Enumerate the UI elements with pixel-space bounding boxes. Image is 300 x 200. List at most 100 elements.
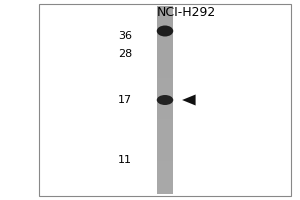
Bar xyxy=(157,184,173,186)
Text: 17: 17 xyxy=(118,95,132,105)
Bar xyxy=(157,166,173,167)
Bar xyxy=(157,131,173,133)
Bar xyxy=(157,42,173,44)
Bar xyxy=(39,4,291,196)
Bar xyxy=(157,192,173,194)
Bar xyxy=(157,180,173,181)
Bar xyxy=(157,92,173,94)
Bar xyxy=(157,133,173,134)
Bar xyxy=(157,137,173,139)
Bar xyxy=(157,95,173,97)
Bar xyxy=(157,76,173,78)
Bar xyxy=(157,12,173,14)
Bar xyxy=(157,111,173,113)
Polygon shape xyxy=(182,95,196,106)
Bar xyxy=(157,178,173,180)
Bar xyxy=(157,126,173,128)
Bar xyxy=(157,39,173,40)
Bar xyxy=(157,86,173,87)
Bar xyxy=(157,14,173,15)
Bar xyxy=(157,32,173,34)
Bar xyxy=(157,115,173,117)
Bar xyxy=(157,130,173,131)
Bar xyxy=(157,78,173,80)
Bar xyxy=(157,142,173,144)
Bar xyxy=(157,186,173,188)
Bar xyxy=(157,59,173,61)
Bar xyxy=(157,98,173,100)
Bar xyxy=(157,31,173,33)
Bar xyxy=(157,18,173,20)
Bar xyxy=(157,125,173,127)
Bar xyxy=(157,188,173,189)
Bar xyxy=(157,141,173,142)
Bar xyxy=(157,68,173,70)
Bar xyxy=(157,73,173,75)
Bar xyxy=(157,101,173,103)
Bar xyxy=(157,70,173,72)
Bar xyxy=(157,123,173,125)
Bar xyxy=(157,155,173,156)
Bar xyxy=(157,172,173,174)
Bar xyxy=(157,15,173,17)
Bar xyxy=(157,62,173,64)
Bar xyxy=(157,139,173,141)
Bar xyxy=(157,50,173,51)
Bar xyxy=(157,65,173,67)
Bar xyxy=(157,72,173,73)
Bar xyxy=(157,119,173,120)
Bar xyxy=(157,100,173,102)
Bar xyxy=(157,21,173,23)
Bar xyxy=(157,114,173,116)
Bar xyxy=(157,181,173,183)
Bar xyxy=(157,48,173,50)
Bar xyxy=(157,175,173,177)
Bar xyxy=(157,170,173,172)
Bar xyxy=(157,164,173,166)
Bar xyxy=(157,144,173,145)
Bar xyxy=(157,29,173,31)
Bar xyxy=(157,177,173,178)
Bar xyxy=(157,9,173,11)
Bar xyxy=(157,128,173,130)
Bar xyxy=(157,191,173,192)
Bar xyxy=(157,10,173,12)
Bar xyxy=(157,53,173,55)
Bar xyxy=(157,158,173,160)
Bar xyxy=(157,37,173,39)
Bar xyxy=(157,162,173,164)
Bar xyxy=(157,43,173,45)
Bar xyxy=(157,122,173,124)
Bar xyxy=(157,90,173,92)
Bar xyxy=(157,56,173,58)
Bar xyxy=(157,64,173,66)
Bar xyxy=(157,183,173,185)
Bar xyxy=(157,156,173,158)
Bar xyxy=(157,159,173,161)
Bar xyxy=(157,94,173,95)
Ellipse shape xyxy=(157,25,173,36)
Bar xyxy=(157,120,173,122)
Bar xyxy=(157,23,173,25)
Bar xyxy=(157,6,173,8)
Bar xyxy=(157,84,173,86)
Bar xyxy=(157,134,173,136)
Bar xyxy=(157,112,173,114)
Bar xyxy=(157,109,173,111)
Bar xyxy=(157,51,173,53)
Bar xyxy=(157,136,173,138)
Bar xyxy=(157,47,173,48)
Bar xyxy=(157,148,173,150)
Text: 28: 28 xyxy=(118,49,132,59)
Bar xyxy=(157,161,173,163)
Bar xyxy=(157,34,173,36)
Bar xyxy=(157,40,173,42)
Bar xyxy=(157,145,173,147)
Bar xyxy=(157,152,173,153)
Bar xyxy=(157,97,173,98)
Bar xyxy=(157,117,173,119)
Bar xyxy=(157,67,173,69)
Bar xyxy=(157,7,173,9)
Text: 36: 36 xyxy=(118,31,132,41)
Bar xyxy=(157,83,173,84)
